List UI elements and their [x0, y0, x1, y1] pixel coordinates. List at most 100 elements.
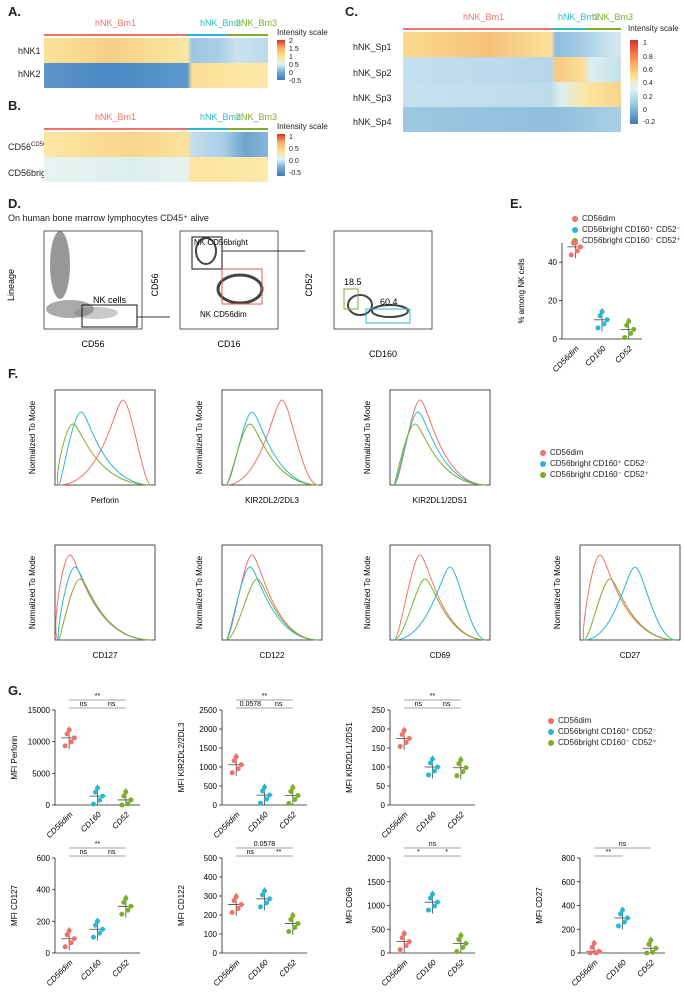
- xtick-label-g5-0: CD56dim: [212, 958, 242, 988]
- point-g3-1-2: [435, 764, 440, 770]
- xtick-label-e-1: CD160: [583, 344, 607, 368]
- hist-xlabel-2: KIR2DL1/2DS1: [413, 496, 468, 505]
- flow-plot2-gate-bottom-label: NK CD56dim: [200, 310, 247, 319]
- xtick-label-g1-0: CD56dim: [45, 810, 75, 840]
- heatmap-b-row-1: CD56CD56dim: [8, 142, 56, 152]
- scale-a-tick-5: 0: [289, 70, 293, 77]
- point-g1-2-2: [128, 797, 134, 803]
- legend-g-label-1: CD56dim: [558, 716, 592, 725]
- point-g3-2-4: [458, 757, 464, 763]
- panel-d-letter: D.: [8, 196, 21, 211]
- heatmap-c-row-4: hNK_Sp4: [353, 117, 392, 127]
- point-g4-0-4: [66, 928, 72, 934]
- point-e-1-4: [599, 309, 605, 315]
- heatmap-a-row-1: hNK1: [18, 46, 41, 56]
- point-g4-1-4: [95, 918, 100, 924]
- ylabel-g5: MFI CD122: [177, 885, 186, 926]
- xtick-label-g5-2: CD52: [277, 958, 298, 979]
- xtick-label-e-2: CD52: [613, 344, 634, 365]
- point-g6-1-2: [435, 899, 440, 905]
- scale-c-tick-3: 0.6: [643, 67, 653, 74]
- ytick-label-g6-3: 1500: [367, 878, 385, 887]
- point-g1-1-2: [100, 793, 105, 799]
- point-g6-0-0: [397, 947, 403, 953]
- point-g2-2-3: [288, 789, 294, 795]
- point-g3-0-0: [397, 743, 403, 749]
- panel-e-letter: E.: [510, 196, 523, 211]
- ytick-label-g7-4: 800: [562, 854, 576, 863]
- ytick-label-g2-4: 2000: [199, 725, 217, 734]
- scale-c-title: Intensity scale: [628, 24, 679, 33]
- ytick-label-g7-1: 200: [562, 925, 576, 934]
- legend-e-label-2: CD56bright CD160⁺ CD52⁻: [582, 225, 681, 234]
- ytick-label-g1-0: 0: [46, 801, 51, 810]
- flow-plot2-density-b: [216, 273, 264, 305]
- legend-f-dot-3: [540, 471, 546, 478]
- legend-f-row-3: CD56bright CD160⁻ CD52⁺: [540, 470, 649, 479]
- hist-curve-5-1: [393, 566, 487, 641]
- sig-label-g5-1: 0.0578: [254, 841, 276, 848]
- hist-curve-0-0: [58, 399, 152, 486]
- ytick-label-g4-1: 200: [37, 917, 51, 926]
- flow-plot3-frame: [333, 230, 433, 330]
- point-g1-0-1: [68, 739, 74, 745]
- heatmap-c-group-bm2: hNK_Bm2: [558, 12, 600, 22]
- hist-xlabel-3: CD127: [93, 651, 118, 660]
- hist-frame-0: [54, 389, 156, 486]
- point-e-0-4: [572, 240, 578, 246]
- chart-e: 0 20 40 % among NK cells CD56dim CD160 CD52: [517, 240, 642, 374]
- hist-curve-4-2: [225, 578, 319, 641]
- ytick-label-g6-2: 1000: [367, 902, 385, 911]
- point-g1-0-4: [66, 727, 72, 733]
- point-e-1-0: [595, 325, 601, 331]
- ytick-label-g1-3: 15000: [28, 706, 51, 715]
- sig-label-g4-2: ns: [108, 849, 116, 856]
- ytick-label-g2-3: 1500: [199, 744, 217, 753]
- point-g7-0-4: [591, 940, 597, 946]
- point-g2-1-1: [264, 796, 269, 802]
- xtick-label-g1-1: CD160: [79, 810, 103, 834]
- panel-b-letter: B.: [8, 98, 21, 113]
- point-g7-1-2: [625, 915, 630, 921]
- legend-e-row-2: CD56bright CD160⁺ CD52⁻: [572, 225, 681, 234]
- point-g4-2-1: [125, 907, 131, 913]
- point-g6-2-0: [454, 948, 460, 954]
- flow-plot3-val2: 60.4: [380, 297, 398, 307]
- flow-plot1-gate: [81, 304, 138, 328]
- hist-ylabel-2: Normalized To Mode: [363, 400, 372, 474]
- xtick-label-g7-1: CD160: [604, 958, 628, 982]
- sig-label-g2-1: **: [262, 693, 268, 700]
- heatmap-a: [44, 38, 268, 88]
- hist-xlabel-0: Perforin: [91, 496, 119, 505]
- ytick-label-g5-5: 500: [204, 854, 218, 863]
- point-g5-2-3: [288, 917, 294, 923]
- point-g5-0-2: [238, 902, 244, 908]
- hist-frame-3: [54, 544, 156, 641]
- point-g7-2-3: [646, 941, 652, 947]
- hist-curve-6-1: [583, 566, 677, 641]
- point-g1-0-3: [64, 731, 70, 737]
- xtick-label-g2-2: CD52: [277, 810, 298, 831]
- scale-b-tick-2: 0.5: [289, 146, 299, 153]
- hist-curve-1-0: [225, 399, 319, 486]
- heatmap-b-group-bm1: hNK_Bm1: [95, 112, 137, 122]
- flow-plot3-density-b: [371, 304, 409, 318]
- point-g4-1-0: [91, 934, 96, 940]
- point-g1-2-4: [123, 789, 129, 795]
- hist-frame-4: [221, 544, 323, 641]
- heatmap-a-group-bm3: hNK_Bm3: [236, 18, 278, 28]
- scale-b-tick-3: 0.0: [289, 158, 299, 165]
- hist-frame-5: [389, 544, 491, 641]
- point-e-1-1: [601, 321, 607, 327]
- legend-g-row-3: CD56bright CD160⁻ CD52⁺: [548, 738, 657, 747]
- legend-f: CD56dim CD56bright CD160⁺ CD52⁻ CD56brig…: [540, 448, 649, 481]
- point-g5-0-0: [229, 910, 235, 916]
- panel-d-caption: On human bone marrow lymphocytes CD45⁺ a…: [8, 213, 209, 223]
- hist-ylabel-5: Normalized To Mode: [363, 555, 372, 629]
- point-g6-2-2: [463, 941, 469, 946]
- flow-plot3-val1: 18.5: [344, 277, 362, 287]
- point-g3-1-0: [426, 772, 431, 778]
- sig-label-g1-2: ns: [108, 701, 116, 708]
- heatmap-c-row-1: hNK_Sp1: [353, 42, 392, 52]
- ytick-label-g3-1: 50: [376, 782, 385, 791]
